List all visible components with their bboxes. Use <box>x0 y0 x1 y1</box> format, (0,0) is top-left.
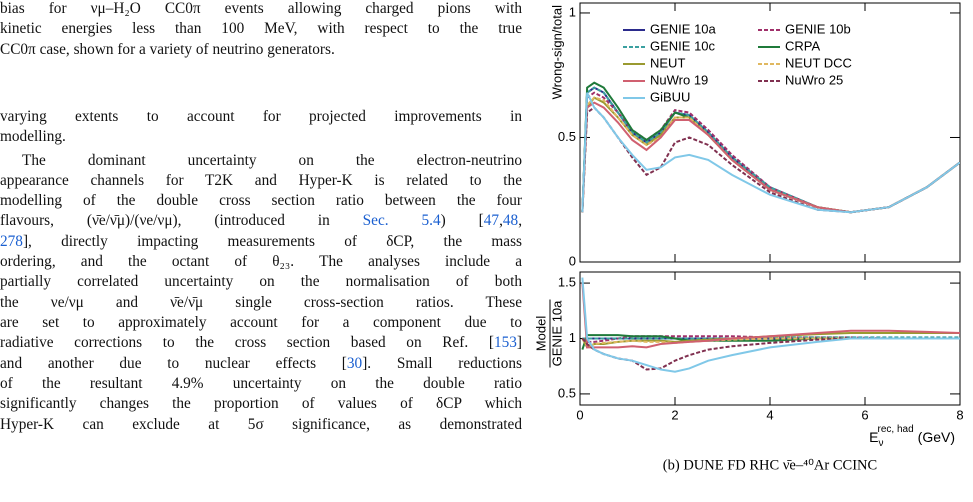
text: the νe/νμ and ν̄e/ν̄μ single cross-secti… <box>0 294 522 311</box>
text: and another due to nuclear effects [ <box>0 355 347 372</box>
legend-label: GENIE 10b <box>785 21 851 36</box>
x-axis-label-part: (GeV) <box>918 429 955 445</box>
text: bias for νμ–H₂O CC0π events allowing cha… <box>0 0 522 17</box>
legend-label: GENIE 10c <box>650 38 716 53</box>
y-tick-label: 1 <box>569 4 576 19</box>
text: kinetic energies less than 100 MeV, with… <box>0 20 522 37</box>
text-line: significantly changes the proportion of … <box>0 395 522 413</box>
x-tick-label: 0 <box>576 407 583 422</box>
legend-label: GiBUU <box>650 89 690 104</box>
x-tick-label: 6 <box>861 407 868 422</box>
series-line <box>582 336 960 340</box>
text-line: modelling. <box>0 128 522 146</box>
x-tick-label: 4 <box>766 407 773 422</box>
series-line <box>581 106 960 214</box>
legend-label: NuWro 25 <box>785 72 843 87</box>
text-line: and another due to nuclear effects [30].… <box>0 355 522 373</box>
text: modelling of the double cross section ra… <box>0 192 522 209</box>
text-line: the νe/νμ and ν̄e/ν̄μ single cross-secti… <box>0 294 522 312</box>
text: varying extents to account for projected… <box>0 108 522 125</box>
text-line: bias for νμ–H₂O CC0π events allowing cha… <box>0 0 522 18</box>
y-tick-label: 0.5 <box>558 385 576 400</box>
y-tick-label: 0 <box>569 253 576 268</box>
y-axis-label-denominator: GENIE 10a <box>549 300 564 367</box>
text: partially correlated uncertainty on the … <box>0 273 522 290</box>
text: ], directly impacting measurements of δC… <box>22 233 522 250</box>
citation-link[interactable]: 48 <box>502 212 519 229</box>
text: CC0π case, shown for a variety of neutri… <box>0 41 335 58</box>
x-axis-label-part: E <box>869 429 878 445</box>
text: flavours, (ν̄e/ν̄μ)/(νe/νμ), (introduced… <box>0 212 363 229</box>
text: Hyper-K can exclude at 5σ significance, … <box>0 416 522 433</box>
text-line: are set to approximately account for a c… <box>0 314 522 332</box>
x-axis-label-part: rec, had <box>878 424 914 435</box>
series-line <box>581 337 960 371</box>
series-line <box>581 86 960 214</box>
text-line: of the resultant 4.9% uncertainty on the… <box>0 375 522 393</box>
text-line: varying extents to account for projected… <box>0 108 522 126</box>
text-line: CC0π case, shown for a variety of neutri… <box>0 41 522 59</box>
text-line: Hyper-K can exclude at 5σ significance, … <box>0 416 522 434</box>
text: ) [ <box>440 212 484 229</box>
text: radiative corrections to the cross secti… <box>0 334 494 351</box>
series-line <box>581 92 960 214</box>
text-line: radiative corrections to the cross secti… <box>0 334 522 352</box>
text-line: ordering, and the octant of θ₂₃. The ana… <box>0 253 522 271</box>
citation-link[interactable]: 47 <box>483 212 500 229</box>
legend-label: NEUT DCC <box>785 55 852 70</box>
legend-label: CRPA <box>785 38 820 53</box>
text: The dominant uncertainty on the electron… <box>22 152 522 169</box>
legend-label: NuWro 19 <box>650 72 708 87</box>
text-line: appearance channels for T2K and Hyper-K … <box>0 172 522 190</box>
text-line: partially correlated uncertainty on the … <box>0 273 522 291</box>
text: , <box>518 212 523 229</box>
text: appearance channels for T2K and Hyper-K … <box>0 172 522 189</box>
text: are set to approximately account for a c… <box>0 314 522 331</box>
y-tick-label: 1.5 <box>558 275 576 290</box>
y-axis-label: Wrong-sign/total <box>549 5 564 100</box>
series-line <box>581 81 960 214</box>
x-tick-label: 8 <box>956 407 963 422</box>
citation-link[interactable]: 153 <box>493 334 517 351</box>
x-tick-label: 2 <box>671 407 678 422</box>
legend-label: NEUT <box>650 55 685 70</box>
x-axis-label: Eν rec, had (GeV) <box>869 424 955 449</box>
y-tick-label: 0.5 <box>558 129 576 144</box>
caption: (b) DUNE FD RHC ν̄e–⁴⁰Ar CCINC <box>663 457 877 473</box>
citation-link[interactable]: 30 <box>346 355 363 372</box>
text: ]. Small reductions <box>362 355 522 372</box>
series-line <box>581 86 960 214</box>
series-line <box>581 96 960 214</box>
text: significantly changes the proportion of … <box>0 395 522 412</box>
text-line: kinetic energies less than 100 MeV, with… <box>0 20 522 38</box>
text-line: 278], directly impacting measurements of… <box>0 233 522 251</box>
text-line: flavours, (ν̄e/ν̄μ)/(νe/νμ), (introduced… <box>0 212 522 230</box>
citation-link[interactable]: 278 <box>0 233 23 250</box>
text-line: The dominant uncertainty on the electron… <box>0 152 522 170</box>
text: modelling. <box>0 128 66 145</box>
text: ordering, and the octant of θ₂₃. The ana… <box>0 253 522 270</box>
citation-link[interactable]: Sec. 5.4 <box>362 212 441 229</box>
y-tick-label: 1 <box>569 330 576 345</box>
text-line: modelling of the double cross section ra… <box>0 192 522 210</box>
legend-label: GENIE 10a <box>650 21 717 36</box>
text: ] <box>516 334 522 351</box>
text: , <box>499 212 503 229</box>
series-line <box>581 283 960 349</box>
x-axis-label-part: ν <box>879 438 884 449</box>
y-axis-label: Model <box>533 316 548 352</box>
text: of the resultant 4.9% uncertainty on the… <box>0 375 522 392</box>
series-line <box>581 277 960 373</box>
